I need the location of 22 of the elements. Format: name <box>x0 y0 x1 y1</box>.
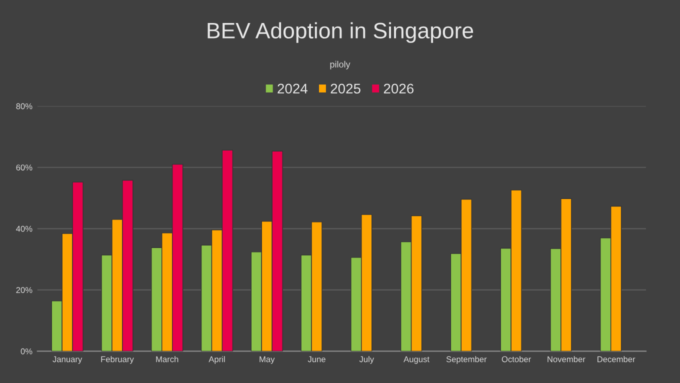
x-tick-label: July <box>359 356 374 364</box>
x-tick-label: September <box>446 356 487 364</box>
y-tick-label: 80% <box>16 103 32 110</box>
x-tick-label: January <box>52 356 82 364</box>
x-tick-label: February <box>101 356 134 364</box>
x-tick-label: November <box>548 356 586 362</box>
x-tick-label: August <box>404 356 430 364</box>
x-tick-label: March <box>156 356 178 362</box>
y-tick-label: 60% <box>16 164 32 170</box>
x-tick-label: December <box>598 356 636 362</box>
legend-label: 2026 <box>384 84 414 94</box>
y-tick-label: 40% <box>16 226 32 232</box>
chart-subtitle: piloly <box>330 60 350 70</box>
y-tick-label: 0% <box>20 348 32 354</box>
x-tick-label: April <box>208 356 225 364</box>
chart-title: BEV Adoption in Singapore <box>208 22 474 43</box>
x-tick-label: June <box>308 356 326 362</box>
y-tick-label: 20% <box>16 287 32 294</box>
legend-label: 2024 <box>278 84 308 94</box>
legend-label: 2025 <box>330 84 360 94</box>
x-tick-label: May <box>260 356 275 364</box>
x-tick-label: October <box>502 356 531 362</box>
